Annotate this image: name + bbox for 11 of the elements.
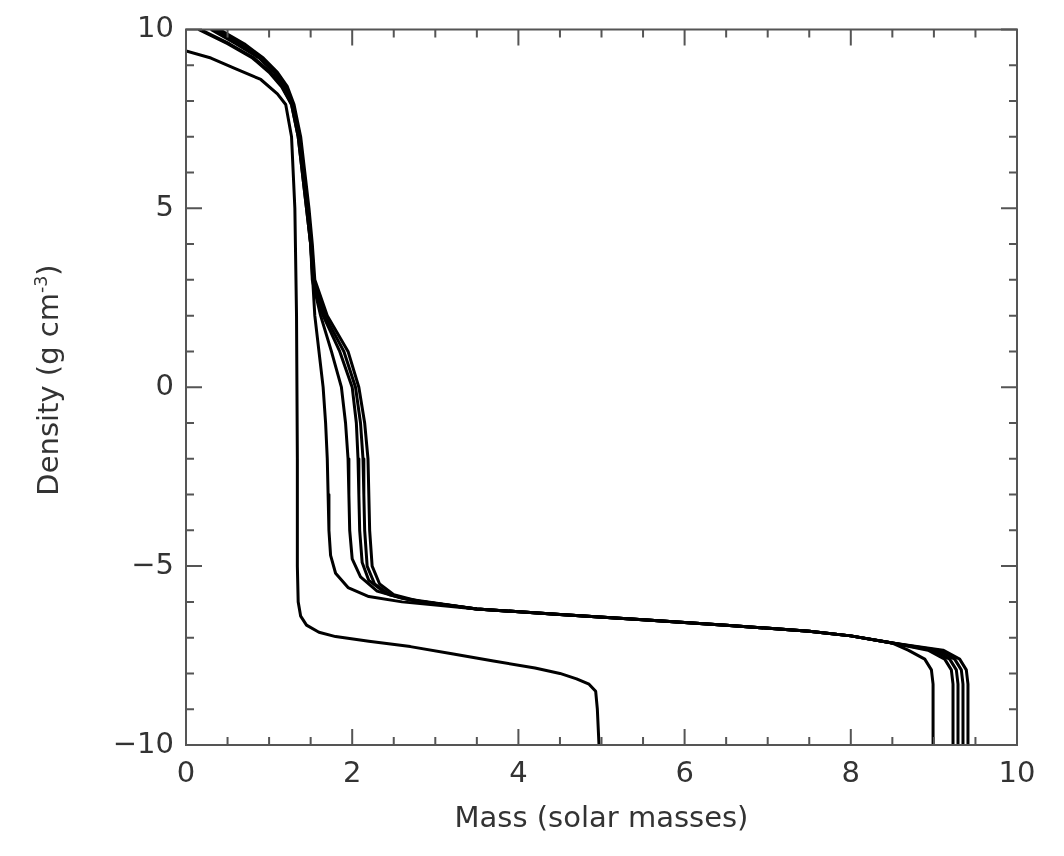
y-tick-label: −5: [131, 546, 174, 581]
x-tick-label: 2: [342, 754, 362, 789]
x-tick-label: 4: [509, 754, 528, 789]
x-axis-title: Mass (solar masses): [453, 800, 750, 834]
x-tick-label: 6: [675, 754, 694, 789]
y-tick-label: 0: [155, 367, 174, 402]
y-tick-label: 10: [137, 9, 174, 44]
x-tick-label: 10: [998, 754, 1036, 789]
x-tick-label: 8: [841, 754, 861, 789]
y-tick-label: 5: [155, 188, 174, 223]
y-tick-label: −10: [112, 725, 174, 760]
